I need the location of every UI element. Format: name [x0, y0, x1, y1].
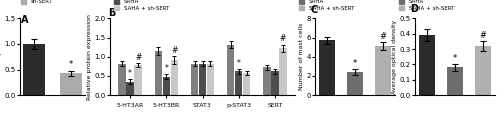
Legend: sh-NC, SAHA, SAHA + sh-SERT: sh-NC, SAHA, SAHA + sh-SERT [113, 0, 170, 12]
Text: C: C [310, 5, 318, 15]
Text: *: * [128, 69, 132, 78]
Legend: sh-NC, SAHA, SAHA + sh-SERT: sh-NC, SAHA, SAHA + sh-SERT [398, 0, 456, 12]
Bar [418, 35, 436, 95]
Text: B: B [108, 8, 116, 18]
Bar [235, 71, 242, 95]
Bar [446, 67, 464, 95]
Bar [162, 77, 170, 95]
Bar [271, 71, 278, 95]
Bar [191, 64, 198, 95]
Bar [346, 72, 364, 95]
Legend: sh-NC, sh-SERT: sh-NC, sh-SERT [20, 0, 54, 6]
Bar [134, 65, 142, 95]
Y-axis label: Average optical density: Average optical density [392, 20, 397, 94]
Y-axis label: Relative mRNA expression of SERT: Relative mRNA expression of SERT [0, 3, 2, 111]
Bar [170, 60, 178, 95]
Bar [126, 82, 134, 95]
Bar [227, 44, 234, 95]
Text: *: * [453, 54, 457, 63]
Text: #: # [480, 31, 486, 40]
Text: *: * [164, 64, 168, 73]
Bar [23, 44, 45, 95]
Y-axis label: Number of mast cells: Number of mast cells [298, 23, 304, 90]
Text: #: # [171, 46, 177, 55]
Bar [206, 64, 214, 95]
Text: *: * [236, 59, 240, 68]
Bar [318, 41, 336, 95]
Text: D: D [410, 4, 418, 14]
Text: *: * [353, 59, 357, 68]
Bar [118, 64, 126, 95]
Bar [154, 51, 162, 95]
Text: #: # [135, 53, 141, 62]
Bar [263, 67, 270, 95]
Bar [60, 73, 82, 95]
Bar [243, 73, 250, 95]
Bar [279, 48, 286, 95]
Text: #: # [380, 32, 386, 41]
Text: A: A [21, 15, 28, 25]
Bar [474, 46, 492, 95]
Y-axis label: Relative protein expression: Relative protein expression [87, 14, 92, 100]
Legend: sh-NC, SAHA, SAHA + sh-SERT: sh-NC, SAHA, SAHA + sh-SERT [298, 0, 356, 12]
Text: *: * [69, 60, 73, 69]
Text: #: # [280, 34, 286, 43]
Bar [198, 64, 206, 95]
Bar [374, 46, 392, 95]
